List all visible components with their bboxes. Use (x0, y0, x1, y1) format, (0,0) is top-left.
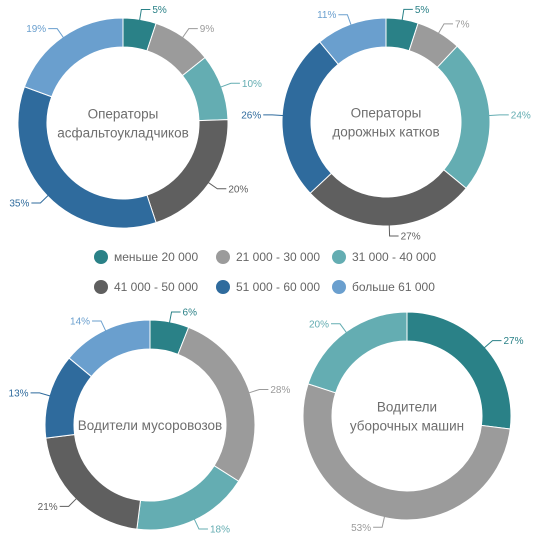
percent-label: 26% (241, 110, 261, 121)
percent-label: 27% (401, 231, 421, 242)
legend-swatch-21000-30000 (216, 250, 230, 264)
legend-swatch-under-20000 (94, 250, 108, 264)
leader-line (330, 323, 348, 334)
legend-swatch-41000-50000 (94, 280, 108, 294)
percent-label: 20% (309, 319, 329, 330)
percent-label: 21% (38, 502, 58, 513)
leader-line (437, 23, 454, 35)
donut-slice (436, 45, 491, 189)
legend-item-51000-60000: 51 000 - 60 000 (216, 278, 332, 296)
percent-label: 24% (511, 110, 531, 121)
percent-label: 5% (415, 5, 430, 16)
donut-slice (302, 383, 511, 521)
leader-line (181, 28, 198, 39)
leader-line (263, 114, 285, 117)
legend-label-under-20000: меньше 20 000 (114, 250, 199, 264)
leader-line (92, 320, 107, 333)
legend-label-over-61000: больше 61 000 (352, 280, 435, 294)
leader-line (59, 497, 78, 507)
leader-line (138, 8, 151, 22)
donut-slice (45, 433, 142, 530)
leader-line (247, 388, 269, 394)
donut-slice (23, 17, 124, 98)
leader-line (31, 194, 50, 204)
percent-label: 19% (26, 24, 46, 35)
donut-slice (136, 465, 240, 531)
percent-label: 28% (270, 385, 290, 396)
donut-chart-garbage-trucks: 6% 28% 18% 21% 13% 14% Водители мусоровозов (9, 308, 291, 536)
percent-label: 5% (152, 5, 167, 16)
leader-line (30, 392, 52, 397)
donut-chart-asphalt-pavers: 5% 9% 10% 20% 35% 19% Операторы асфальтоукладчи… (9, 5, 262, 229)
percent-label: 35% (9, 199, 29, 210)
leader-line (219, 82, 240, 88)
donut-slice (307, 311, 408, 394)
legend-label-51000-60000: 51 000 - 60 000 (236, 280, 321, 294)
percent-label: 53% (351, 523, 371, 534)
donut-center-title: Водители мусоровозов (78, 418, 222, 433)
leader-line (48, 28, 65, 39)
legend-swatch-over-61000 (332, 280, 346, 294)
legend-label-21000-30000: 21 000 - 30 000 (236, 250, 321, 264)
percent-label: 11% (317, 10, 336, 21)
legend-item-over-61000: больше 61 000 (332, 278, 454, 296)
legend-item-31000-40000: 31 000 - 40 000 (332, 248, 454, 266)
percent-label: 6% (183, 308, 198, 319)
legend-label-31000-40000: 31 000 - 40 000 (352, 250, 437, 264)
percent-label: 20% (228, 184, 248, 195)
leader-line (388, 223, 399, 237)
donut-chart-road-rollers: 5% 7% 24% 27% 26% 11% Операторы дорожных катков (241, 5, 531, 243)
legend-label-41000-50000: 41 000 - 50 000 (114, 280, 199, 294)
percent-label: 13% (9, 388, 29, 399)
leader-line (401, 8, 413, 22)
donut-center-title: Водители (377, 400, 437, 415)
donut-chart-sweeper-drivers: 27% 53% 20% Водители уборочных машин (302, 311, 524, 534)
donut-center-title: Операторы (351, 106, 422, 121)
donut-center-title: асфальтоукладчиков (57, 126, 189, 141)
leader-line (193, 517, 208, 530)
percent-label: 27% (504, 336, 524, 347)
donut-slice (281, 41, 339, 194)
leader-line (483, 340, 502, 349)
legend-item-41000-50000: 41 000 - 50 000 (94, 278, 216, 296)
percent-label: 7% (455, 19, 470, 30)
leader-line (373, 515, 386, 528)
legend-swatch-31000-40000 (332, 250, 346, 264)
legend: меньше 20 000 21 000 - 30 000 31 000 - 4… (94, 248, 454, 296)
percent-label: 18% (210, 525, 230, 536)
leader-line (207, 181, 227, 190)
legend-item-21000-30000: 21 000 - 30 000 (216, 248, 332, 266)
donut-slice (177, 326, 256, 482)
donut-slice (68, 319, 151, 378)
percent-label: 9% (200, 24, 215, 35)
percent-label: 14% (70, 316, 90, 327)
legend-item-under-20000: меньше 20 000 (94, 248, 216, 266)
leader-line (168, 311, 181, 324)
donut-slice (309, 169, 467, 227)
donut-center-title: уборочных машин (350, 419, 464, 434)
leader-line (487, 114, 509, 117)
donut-slice (319, 17, 387, 65)
leader-line (338, 14, 352, 27)
percent-label: 10% (242, 79, 262, 90)
legend-swatch-51000-60000 (216, 280, 230, 294)
donut-center-title: дорожных катков (332, 125, 439, 140)
donut-center-title: Операторы (88, 107, 159, 122)
